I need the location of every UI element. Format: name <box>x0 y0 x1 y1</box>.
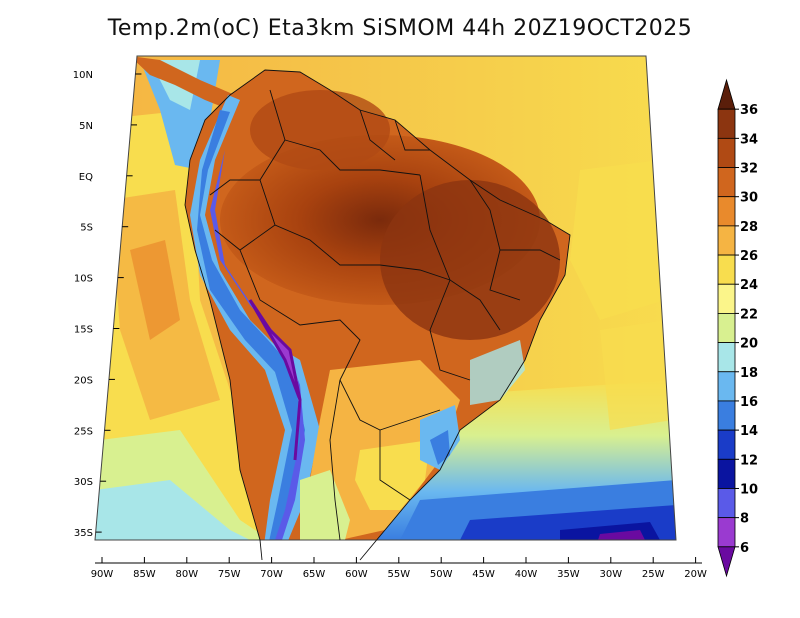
lon-tick-label: 45W <box>472 569 495 580</box>
lon-tick-label: 60W <box>345 569 368 580</box>
lat-tick-label: 5N <box>79 121 93 132</box>
colorbar-label: 6 <box>740 541 749 556</box>
lat-tick-label: 5S <box>80 223 93 234</box>
colorbar: 36 34 32 30 28 26 24 22 20 18 16 14 12 10 8 6 <box>717 78 758 578</box>
colorbar-swatch <box>717 108 736 139</box>
lat-tick-label: 15S <box>74 325 93 336</box>
lon-tick-label: 75W <box>218 569 241 580</box>
lon-tick-label: 90W <box>91 569 114 580</box>
colorbar-swatch <box>717 342 736 373</box>
lon-tick-label: 30W <box>599 569 622 580</box>
colorbar-swatch <box>717 429 736 460</box>
lon-tick-label: 20W <box>684 569 707 580</box>
colorbar-swatch <box>717 488 736 519</box>
lon-tick-label: 65W <box>303 569 326 580</box>
domain-outline <box>94 55 677 541</box>
colorbar-label: 22 <box>740 307 758 322</box>
lat-tick-label: 25S <box>74 426 93 437</box>
colorbar-label: 30 <box>740 191 758 206</box>
colorbar-swatch <box>717 167 736 198</box>
lat-tick-label: 35S <box>74 528 93 539</box>
colorbar-label: 28 <box>740 220 758 235</box>
longitude-axis: 90W 85W 80W 75W 70W 65W 60W 55W 50W 45W 40W 35W 30W 2… <box>91 557 707 580</box>
colorbar-label: 24 <box>740 278 758 293</box>
colorbar-label: 32 <box>740 162 758 177</box>
colorbar-swatch <box>717 458 736 489</box>
colorbar-swatch <box>717 283 736 314</box>
colorbar-label: 26 <box>740 249 758 264</box>
colorbar-swatch <box>717 225 736 256</box>
lon-tick-label: 25W <box>642 569 665 580</box>
colorbar-swatch <box>717 546 736 578</box>
colorbar-label: 36 <box>740 103 758 118</box>
lon-tick-label: 85W <box>133 569 156 580</box>
colorbar-swatch <box>717 400 736 431</box>
colorbar-swatch <box>717 196 736 227</box>
lon-tick-label: 40W <box>515 569 538 580</box>
colorbar-label: 16 <box>740 395 758 410</box>
colorbar-label: 20 <box>740 337 758 352</box>
lat-tick-label: EQ <box>79 172 93 183</box>
colorbar-swatch <box>717 313 736 343</box>
colorbar-label: 18 <box>740 366 758 381</box>
lon-tick-label: 35W <box>557 569 580 580</box>
lat-tick-label: 10N <box>73 70 93 81</box>
lat-tick-label: 10S <box>74 274 93 285</box>
colorbar-swatch <box>717 254 736 285</box>
lon-tick-label: 55W <box>387 569 410 580</box>
colorbar-swatch <box>717 78 736 110</box>
colorbar-label: 8 <box>740 512 749 527</box>
country-borders <box>184 69 571 561</box>
map-title: Temp.2m(oC) Eta3km SiSMOM 44h 20Z19OCT20… <box>107 16 693 41</box>
colorbar-label: 34 <box>740 132 758 147</box>
lat-tick-label: 20S <box>74 375 93 386</box>
lon-tick-label: 70W <box>260 569 283 580</box>
colorbar-label: 10 <box>740 482 758 497</box>
lat-tick-label: 30S <box>74 477 93 488</box>
temperature-field <box>95 56 676 540</box>
latitude-axis: 10N 5N EQ 5S 10S 15S 20S 25S 30S 35S <box>73 70 142 539</box>
lon-tick-label: 80W <box>175 569 198 580</box>
colorbar-swatch <box>717 517 736 548</box>
lon-tick-label: 50W <box>430 569 453 580</box>
colorbar-label: 12 <box>740 453 758 468</box>
colorbar-label: 14 <box>740 424 758 439</box>
colorbar-swatch <box>717 371 736 402</box>
colorbar-swatch <box>717 137 736 168</box>
